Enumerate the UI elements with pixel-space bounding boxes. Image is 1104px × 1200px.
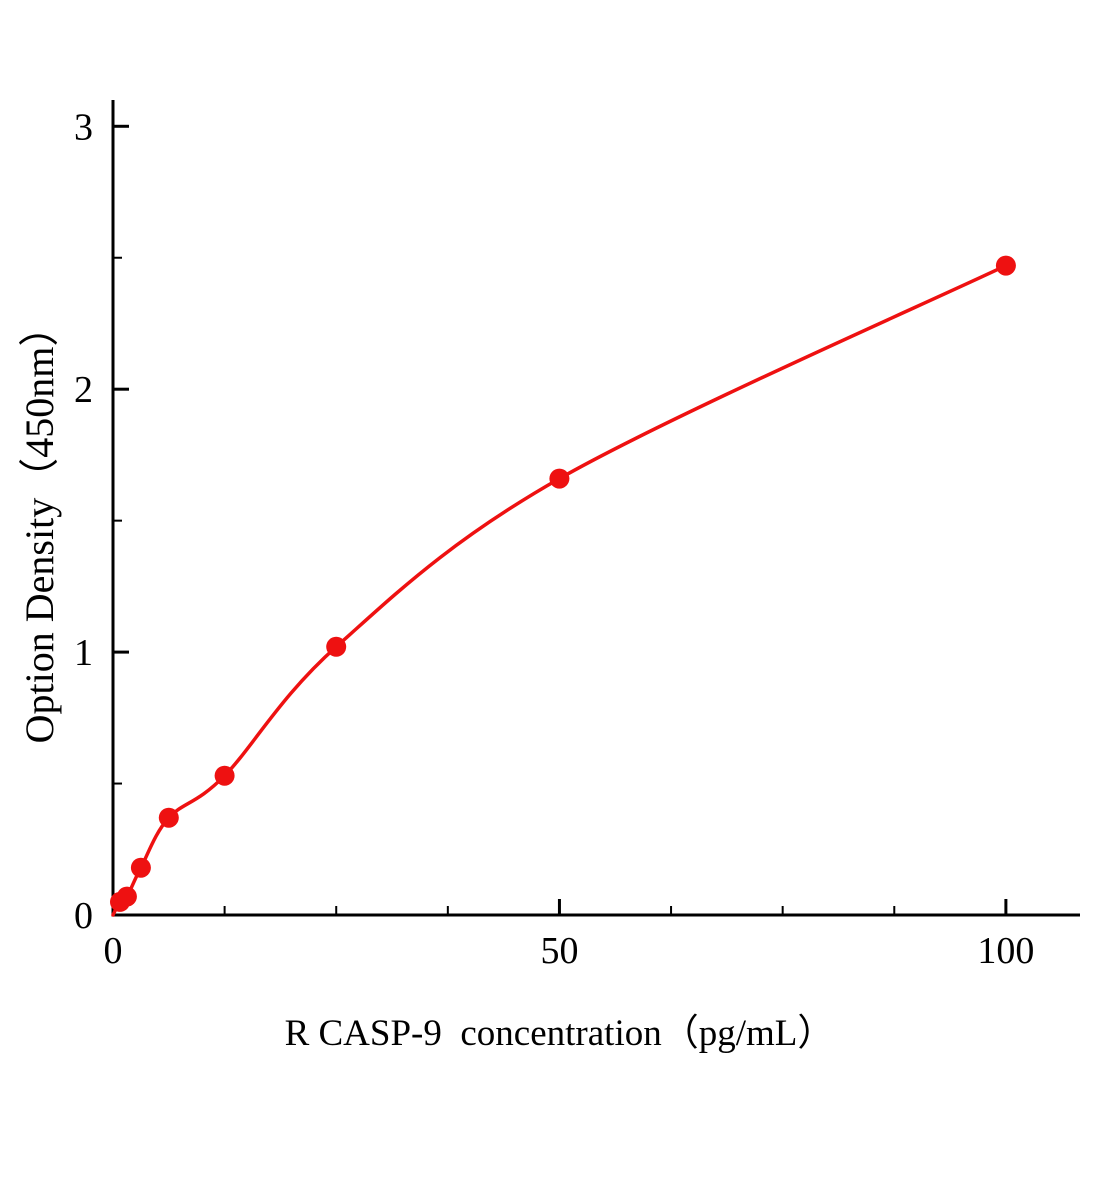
x-tick-label: 0 — [104, 930, 123, 972]
y-tick-label: 2 — [74, 369, 93, 411]
data-point-marker — [214, 765, 235, 786]
data-point-marker — [130, 857, 151, 878]
data-point-marker — [158, 807, 179, 828]
data-point-marker — [549, 468, 570, 489]
data-point-marker — [995, 255, 1016, 276]
y-tick-label: 0 — [74, 895, 93, 937]
fitted-curve — [111, 263, 1008, 917]
y-tick-label: 1 — [74, 632, 93, 674]
y-tick-label: 3 — [74, 106, 93, 148]
y-axis-label: Option Density（450nm） — [17, 306, 62, 744]
data-point-marker — [326, 636, 347, 657]
x-tick-label: 100 — [977, 930, 1034, 972]
data-point-marker — [116, 886, 137, 907]
x-axis-label: R CASP-9 concentration（pg/mL） — [284, 1013, 835, 1054]
x-tick-label: 50 — [540, 930, 578, 972]
